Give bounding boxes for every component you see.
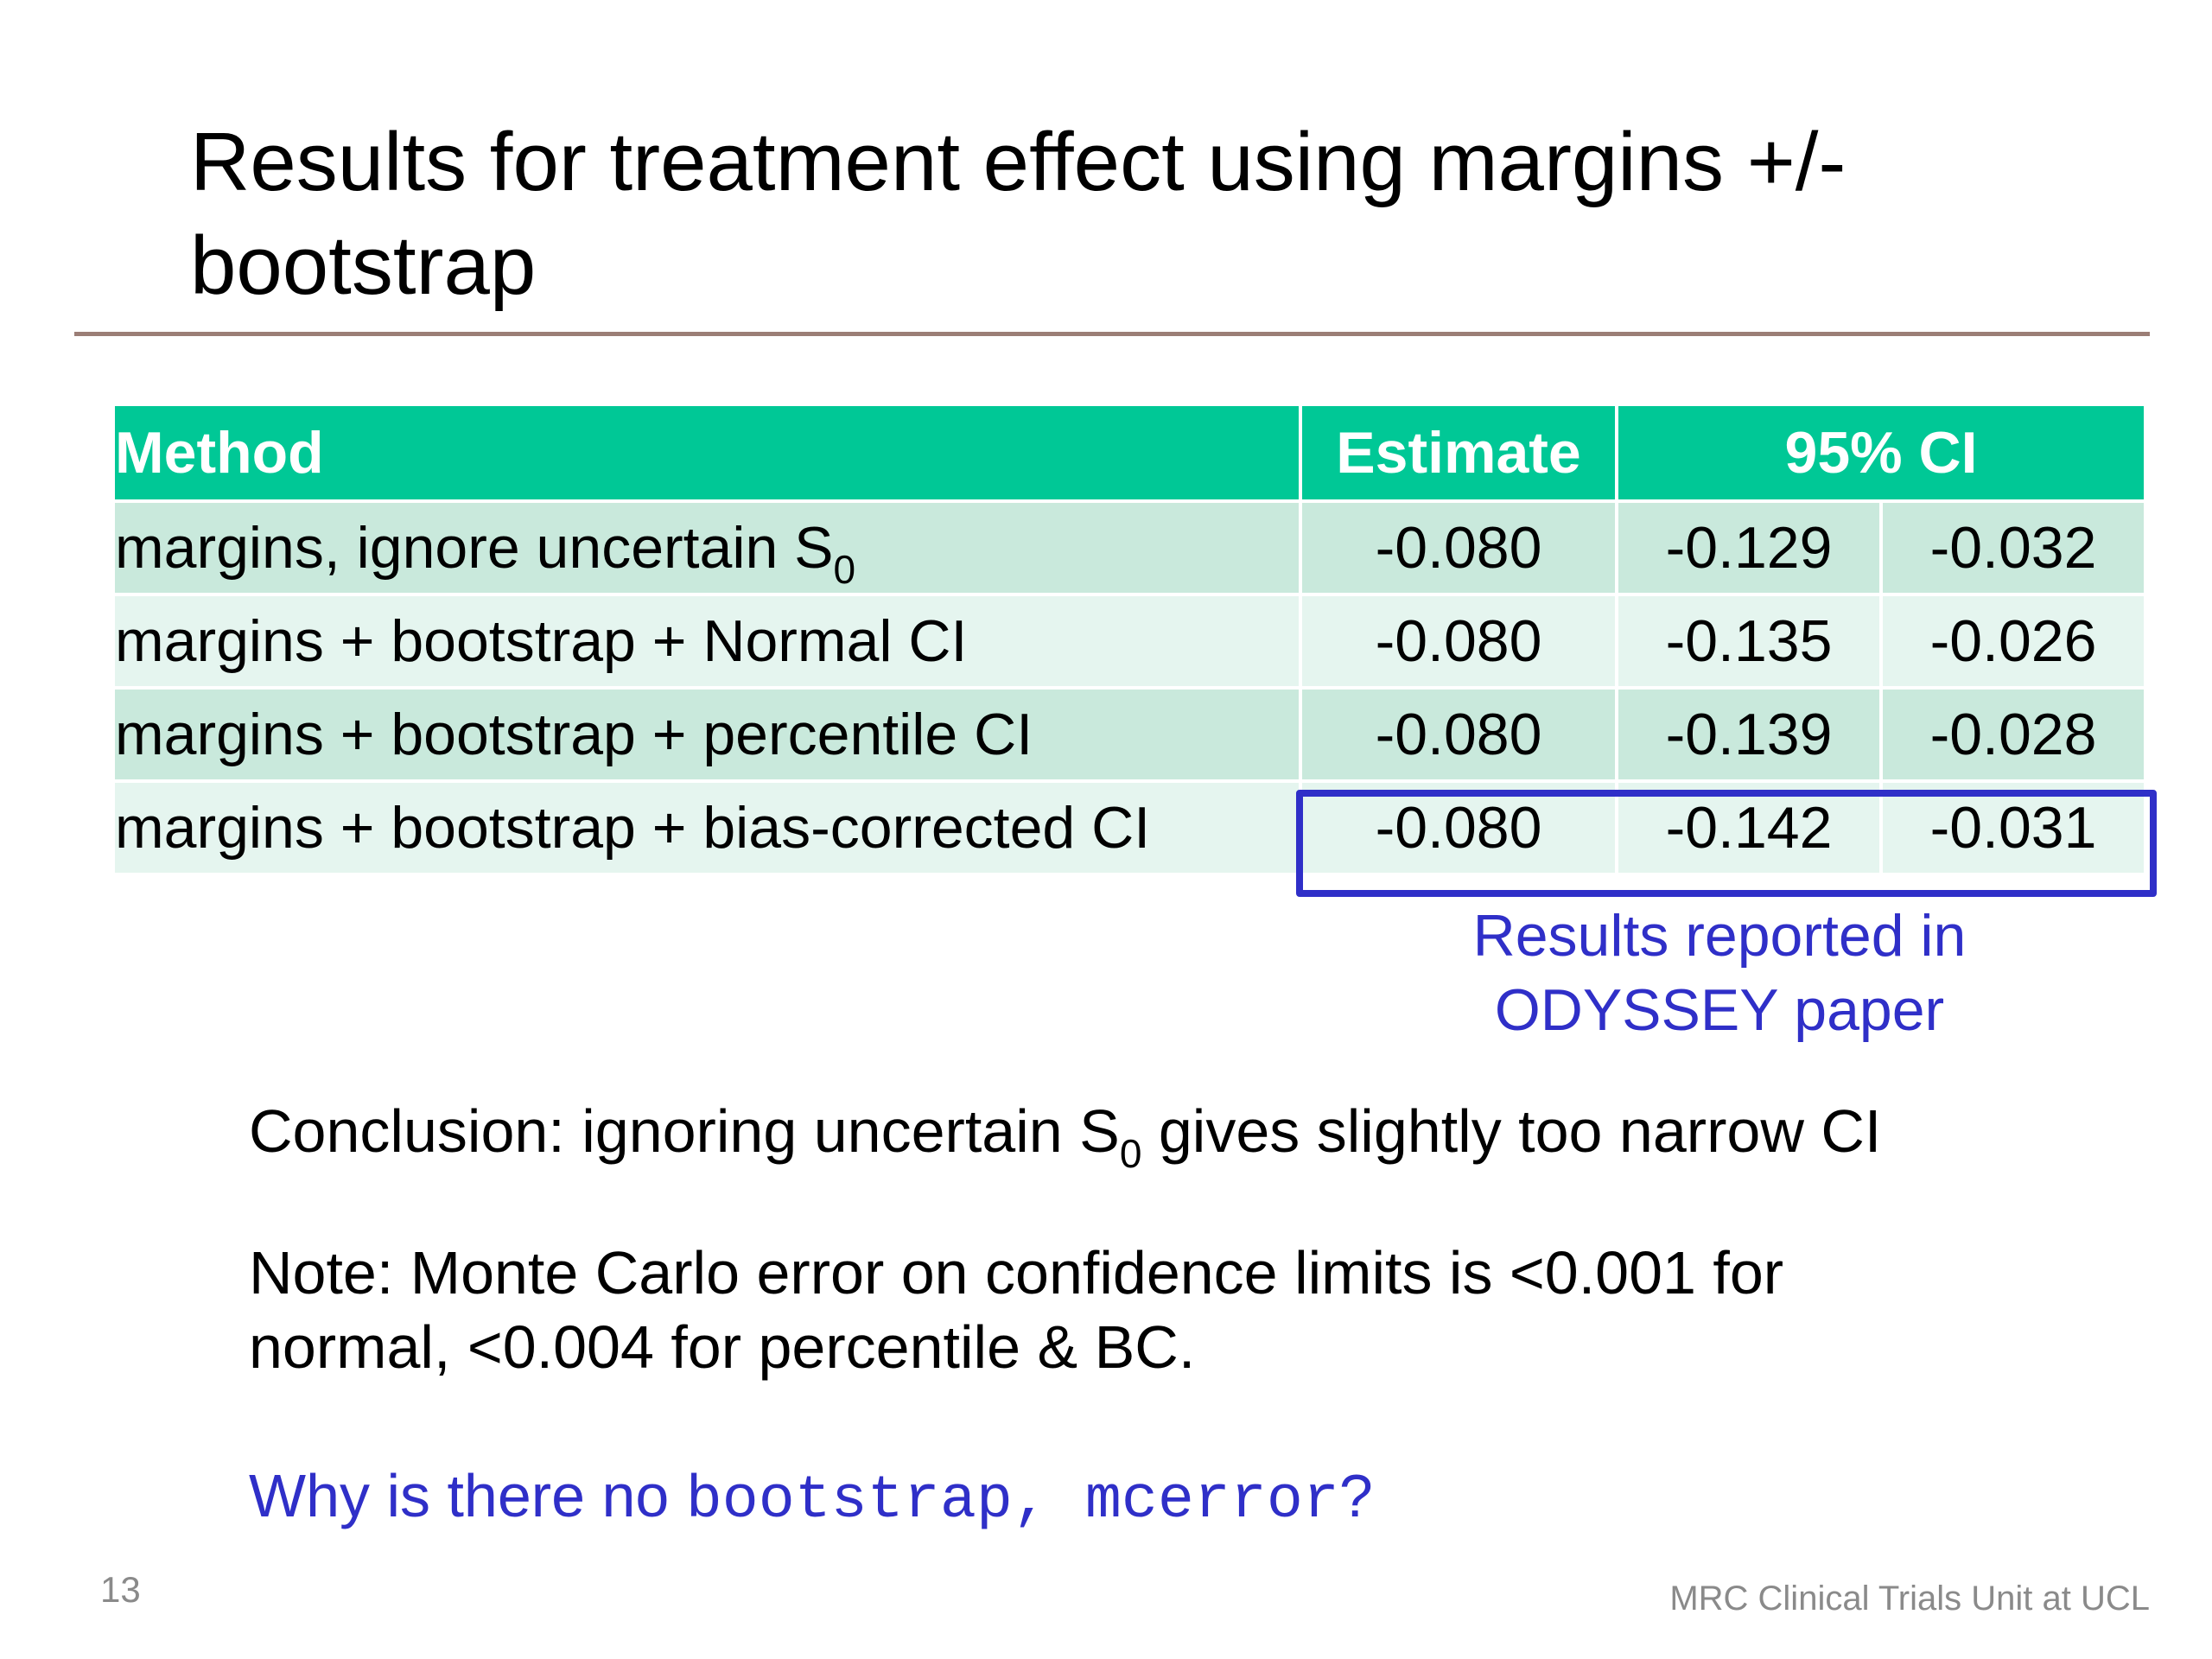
question-after: ? [1338,1462,1373,1529]
table-header-row: Method Estimate 95% CI [115,406,2144,499]
estimate-cell: -0.080 [1302,503,1615,593]
table-row: margins, ignore uncertain S0 -0.080 -0.1… [115,503,2144,593]
ci-high-cell: -0.026 [1883,596,2144,686]
table-row: margins + bootstrap + Normal CI -0.080 -… [115,596,2144,686]
question-text: Why is there no bootstrap, mcerror? [249,1457,2063,1541]
highlight-note: Results reported in ODYSSEY paper [1472,903,1967,1043]
method-cell: margins, ignore uncertain S0 [115,503,1299,593]
conclusion-after: gives slightly too narrow CI [1141,1097,1882,1165]
method-cell: margins + bootstrap + percentile CI [115,690,1299,779]
conclusion-text: Conclusion: ignoring uncertain S0 gives … [249,1092,2107,1177]
header-estimate: Estimate [1302,406,1615,499]
results-table: Method Estimate 95% CI margins, ignore u… [111,403,2147,876]
conclusion-before: Conclusion: ignoring uncertain S [249,1097,1120,1165]
question-before: Why is there no [249,1462,686,1529]
estimate-cell: -0.080 [1302,596,1615,686]
estimate-cell: -0.080 [1302,783,1615,873]
ci-low-cell: -0.135 [1618,596,1879,686]
title-divider [74,332,2150,336]
method-subscript: 0 [833,547,856,592]
method-cell: margins + bootstrap + Normal CI [115,596,1299,686]
ci-high-cell: -0.031 [1883,783,2144,873]
header-95-ci: 95% CI [1618,406,2144,499]
ci-low-cell: -0.142 [1618,783,1879,873]
conclusion-subscript: 0 [1119,1131,1142,1176]
monte-carlo-note: Note: Monte Carlo error on confidence li… [249,1239,1784,1381]
page-number: 13 [100,1569,141,1610]
ci-low-cell: -0.129 [1618,503,1879,593]
header-method: Method [115,406,1299,499]
method-text: margins, ignore uncertain S [115,515,834,581]
method-cell: margins + bootstrap + bias-corrected CI [115,783,1299,873]
ci-high-cell: -0.028 [1883,690,2144,779]
table-row: margins + bootstrap + percentile CI -0.0… [115,690,2144,779]
highlight-box [1296,790,2157,897]
question-code: bootstrap, mcerror [685,1467,1339,1535]
ci-low-cell: -0.139 [1618,690,1879,779]
slide-title: Results for treatment effect using margi… [190,116,1847,312]
estimate-cell: -0.080 [1302,690,1615,779]
footer-text: MRC Clinical Trials Unit at UCL [1669,1580,2150,1618]
ci-high-cell: -0.032 [1883,503,2144,593]
table-row: margins + bootstrap + bias-corrected CI … [115,783,2144,873]
